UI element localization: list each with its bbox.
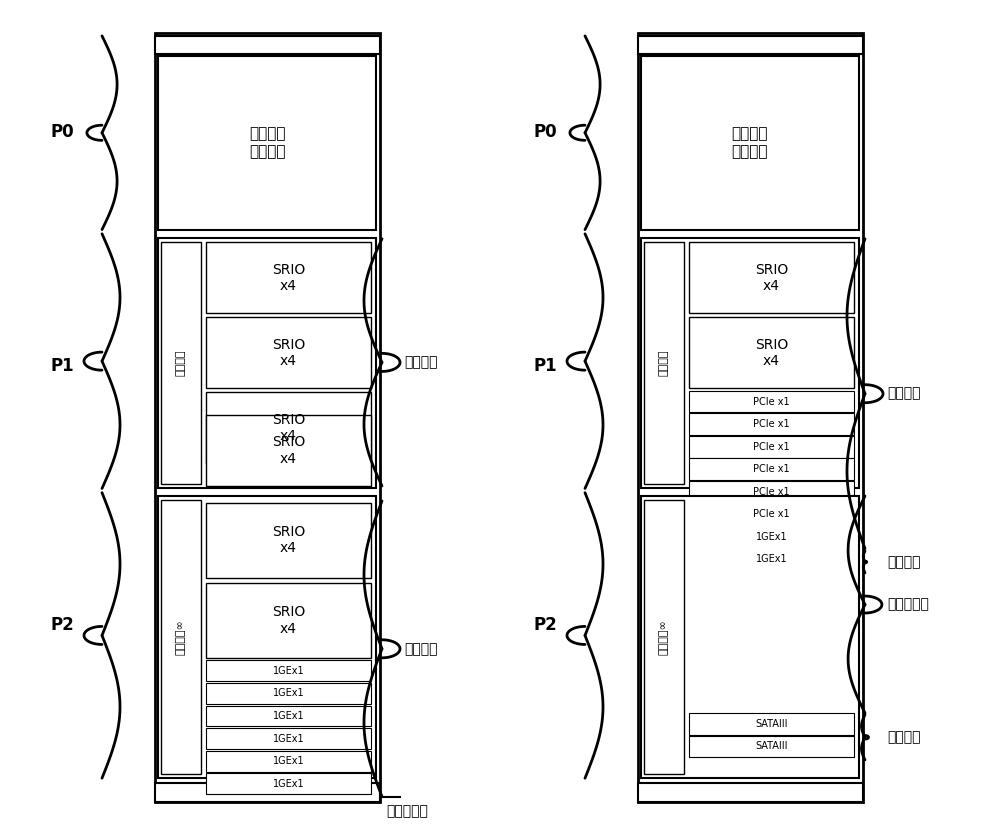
Text: 1GEx1: 1GEx1 [273,734,304,743]
Bar [638,33,863,802]
Bar [158,56,376,230]
Text: 1GEx1: 1GEx1 [273,666,304,676]
Text: P2: P2 [533,615,557,634]
Bar [158,238,376,488]
Text: PCIe x1: PCIe x1 [753,397,790,407]
Bar [689,526,854,548]
Text: SRIO
x4: SRIO x4 [272,337,305,368]
Text: SRIO
x4: SRIO x4 [272,605,305,635]
Bar [641,238,859,488]
Bar [161,242,201,484]
Text: 1GEx1: 1GEx1 [756,532,787,542]
Bar [689,481,854,503]
Text: PCIe x1: PCIe x1 [753,442,790,452]
Bar [641,496,859,778]
Bar [206,242,371,313]
Bar [689,391,854,412]
Bar [641,56,859,230]
Text: SRIO
x4: SRIO x4 [755,337,788,368]
Text: SATAIII: SATAIII [755,741,788,752]
Bar [206,317,371,388]
Text: 数据平面: 数据平面 [887,387,920,401]
Text: 1GEx1: 1GEx1 [273,779,304,788]
Bar [206,683,371,704]
Bar [689,504,854,525]
Bar [155,36,380,54]
Text: PCIe x1: PCIe x1 [753,464,790,474]
Text: 用户自定义: 用户自定义 [887,598,929,611]
Bar [689,436,854,458]
Text: 电源供电
系统信号: 电源供电 系统信号 [732,127,768,159]
Bar [689,549,854,570]
Bar [206,728,371,749]
Bar [689,317,854,388]
Text: SRIO
x4: SRIO x4 [755,262,788,293]
Bar [689,413,854,435]
Bar [638,783,863,802]
Bar [161,500,201,774]
Text: SRIO
x4: SRIO x4 [272,262,305,293]
Text: 单端信号∞: 单端信号∞ [176,620,186,655]
Bar [689,242,854,313]
Text: 数据平面: 数据平面 [404,356,438,369]
Text: P1: P1 [533,357,557,375]
Text: 存储接口: 存储接口 [887,731,920,744]
Bar [689,736,854,757]
Bar [206,706,371,726]
Bar [689,713,854,735]
Bar [644,242,684,484]
Bar [206,660,371,681]
Text: 1GEx1: 1GEx1 [273,711,304,721]
Text: SRIO
x4: SRIO x4 [272,412,305,443]
Text: 单端信号∞: 单端信号∞ [659,620,669,655]
Bar [206,583,371,658]
Bar [644,500,684,774]
Text: P1: P1 [50,357,74,375]
Text: PCIe x1: PCIe x1 [753,487,790,497]
Text: P0: P0 [533,123,557,141]
Text: SATAIII: SATAIII [755,719,788,729]
Text: 1GEx1: 1GEx1 [273,689,304,698]
Text: P0: P0 [50,123,74,141]
Text: P2: P2 [50,615,74,634]
Text: 1GEx1: 1GEx1 [273,757,304,766]
Text: SRIO
x4: SRIO x4 [272,525,305,555]
Text: PCIe x1: PCIe x1 [753,419,790,429]
Bar [206,503,371,578]
Bar [206,773,371,794]
Bar [206,751,371,772]
Text: 电源供电
系统信号: 电源供电 系统信号 [249,127,285,159]
Text: SRIO
x4: SRIO x4 [272,435,305,466]
Bar [155,33,380,802]
Bar [206,392,371,463]
Bar [638,36,863,54]
Text: 系统信号: 系统信号 [176,350,186,377]
Text: 控制平面: 控制平面 [404,642,438,655]
Bar [155,783,380,802]
Text: 用户自定义: 用户自定义 [386,805,428,818]
Bar [689,458,854,480]
Text: 1GEx1: 1GEx1 [756,554,787,564]
Text: 控制平面: 控制平面 [887,555,920,569]
Text: PCIe x1: PCIe x1 [753,509,790,519]
Bar [206,415,371,486]
Text: 系统信号: 系统信号 [659,350,669,377]
Bar [158,496,376,778]
